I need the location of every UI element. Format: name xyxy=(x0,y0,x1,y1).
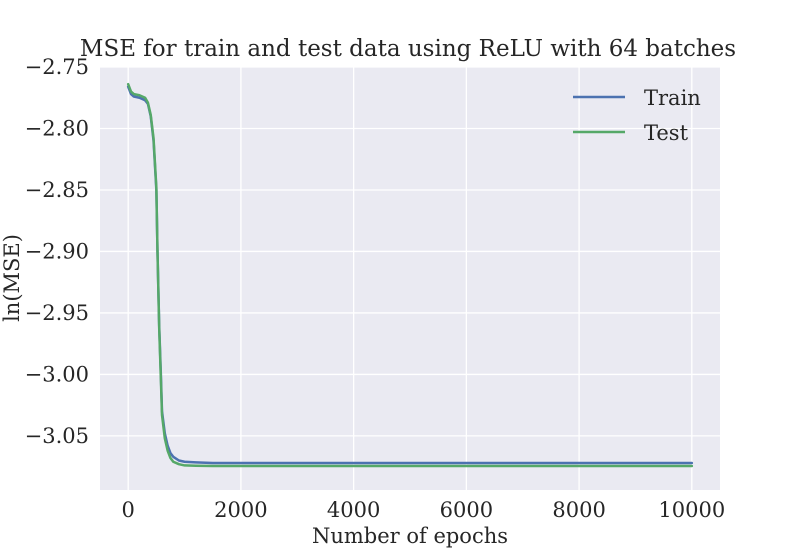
y-gridlines xyxy=(100,66,720,437)
y-tick-label: −3.05 xyxy=(25,424,89,448)
x-tick-label: 4000 xyxy=(327,498,380,522)
y-tick-label: −2.90 xyxy=(25,239,89,263)
legend: Train Test xyxy=(573,86,701,145)
x-axis-label: Number of epochs xyxy=(312,524,508,548)
x-tick-labels: 0 2000 4000 6000 8000 10000 xyxy=(121,498,725,522)
y-axis-label: ln(MSE) xyxy=(0,234,24,322)
legend-label-train: Train xyxy=(644,86,701,110)
y-tick-label: −2.80 xyxy=(25,116,89,140)
legend-label-test: Test xyxy=(644,121,689,145)
y-tick-label: −2.85 xyxy=(25,178,89,202)
y-tick-label: −2.75 xyxy=(25,55,89,79)
chart-title: MSE for train and test data using ReLU w… xyxy=(80,36,736,62)
y-tick-labels: −2.75 −2.80 −2.85 −2.90 −2.95 −3.00 −3.05 xyxy=(25,55,89,448)
y-tick-label: −2.95 xyxy=(25,301,89,325)
x-gridlines xyxy=(127,67,693,490)
series-lines xyxy=(126,82,694,468)
x-tick-label: 10000 xyxy=(658,498,725,522)
x-tick-label: 6000 xyxy=(440,498,493,522)
x-tick-label: 2000 xyxy=(214,498,267,522)
x-tick-label: 8000 xyxy=(552,498,605,522)
y-tick-label: −3.00 xyxy=(25,362,89,386)
x-tick-label: 0 xyxy=(121,498,134,522)
plot-background xyxy=(100,67,720,490)
series-line-test xyxy=(126,82,694,468)
